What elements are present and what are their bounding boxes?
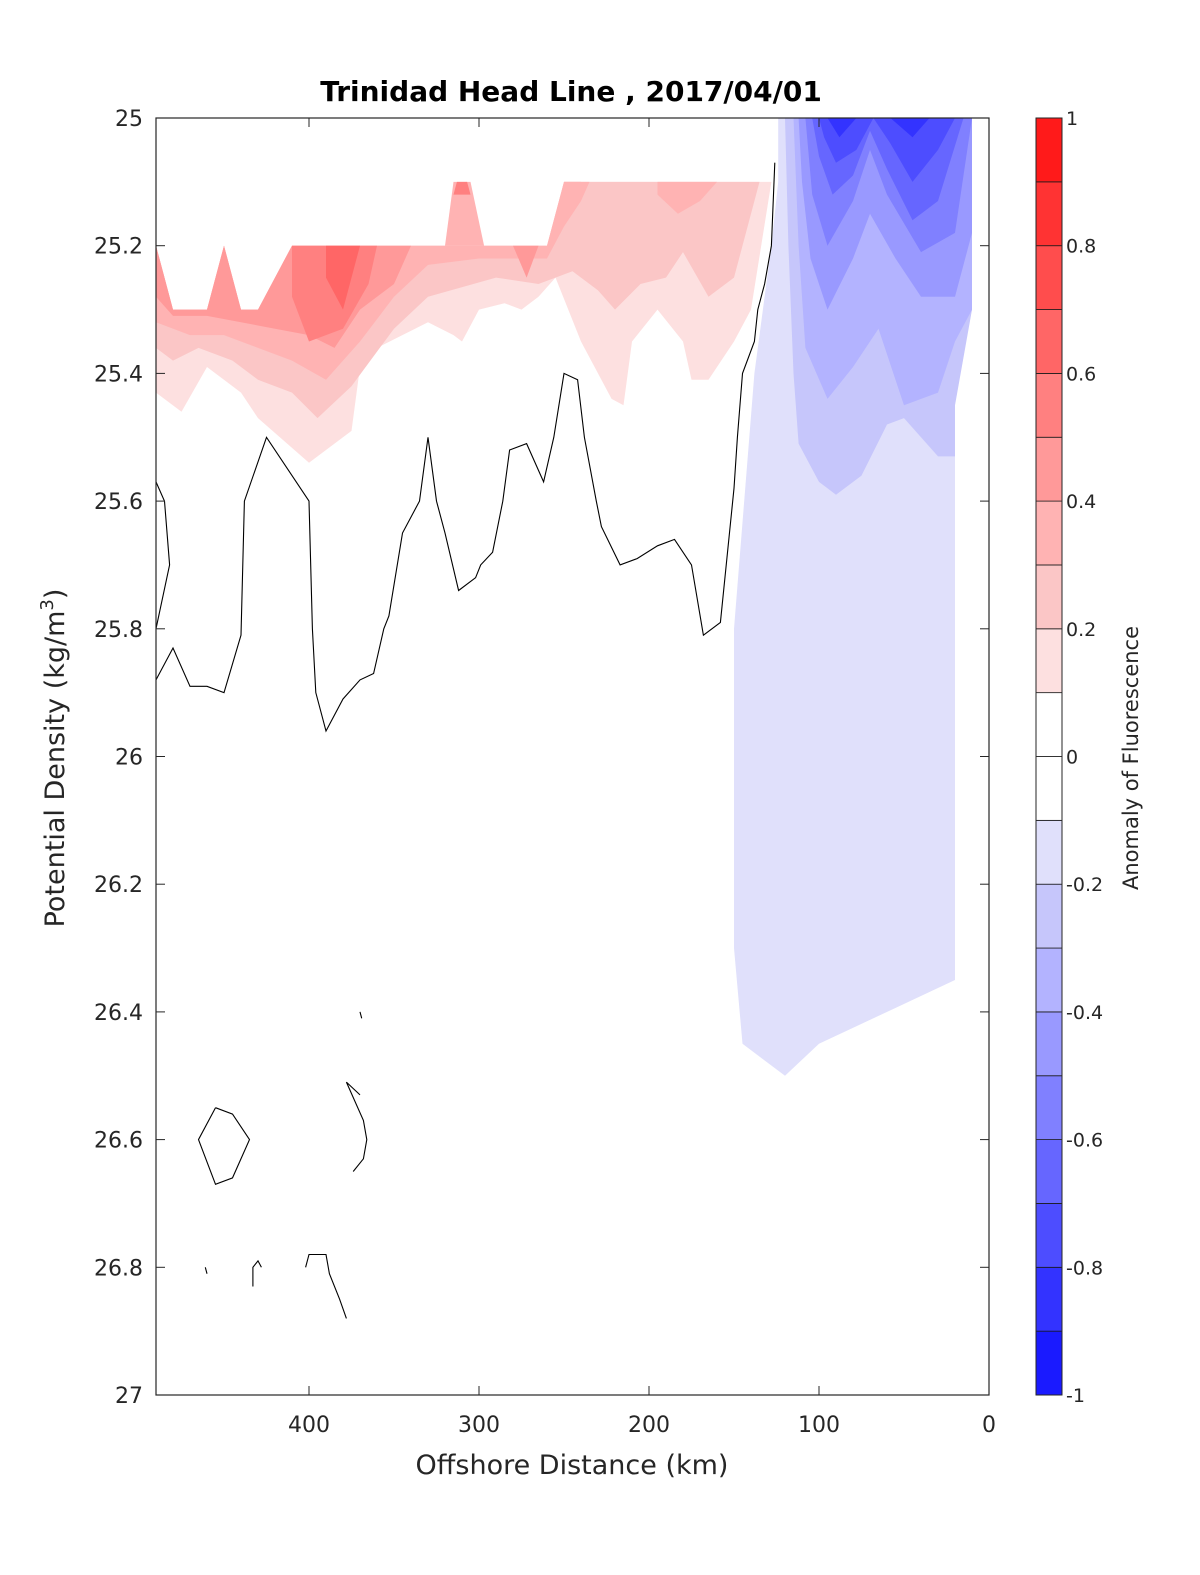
colorbar-band <box>1035 628 1063 694</box>
colorbar-title: Anomaly of Fluorescence <box>1119 626 1143 890</box>
y-tick-label: 25.4 <box>94 362 143 387</box>
y-tick-label: 26.8 <box>94 1256 143 1281</box>
colorbar-tick-label: 0.8 <box>1066 236 1096 258</box>
colorbar-tick-label: -0.4 <box>1066 1002 1103 1024</box>
colorbar-tick-label: -0.8 <box>1066 1257 1103 1279</box>
y-axis-title-tail: ) <box>40 589 71 600</box>
colorbar-band <box>1035 1266 1063 1332</box>
colorbar-band <box>1035 756 1063 821</box>
contour-band-region <box>827 118 857 138</box>
contour-band-region <box>445 181 485 246</box>
x-tick-label: 300 <box>458 1413 500 1438</box>
colorbar-tick-label: 1 <box>1066 108 1078 130</box>
zero-contour-line <box>359 1011 363 1019</box>
x-tick-label: 400 <box>288 1413 330 1438</box>
colorbar-band <box>1035 692 1063 757</box>
colorbar-band <box>1035 181 1063 247</box>
x-axis-title: Offshore Distance (km) <box>416 1450 729 1481</box>
zero-contour-line <box>155 162 776 733</box>
contour-band-region <box>819 118 955 182</box>
colorbar-band <box>1035 819 1063 885</box>
colorbar-tick-label: -1 <box>1066 1385 1085 1407</box>
contour-band-region <box>513 245 539 278</box>
contour-band-region <box>453 181 471 195</box>
chart-title: Trinidad Head Line , 2017/04/01 <box>320 75 822 108</box>
contour-band-region <box>890 118 930 138</box>
colorbar-band <box>1035 1011 1063 1077</box>
colorbar-tick-label: 0 <box>1066 747 1078 769</box>
colorbar-band <box>1035 947 1063 1013</box>
x-tick-label: 100 <box>798 1413 840 1438</box>
colorbar-band <box>1035 1139 1063 1204</box>
colorbar-tick-label: -0.6 <box>1066 1130 1103 1152</box>
filled-contours <box>156 118 972 1076</box>
zero-contour-line <box>204 1267 208 1274</box>
colorbar: 1 0.8 0.6 0.4 0.2 0 -0.2 -0.4 -0.6 -0.8 -1 <box>1035 108 1103 1407</box>
colorbar-tick-label: 0.4 <box>1066 491 1096 513</box>
colorbar-band <box>1035 309 1063 374</box>
colorbar-band <box>1035 436 1063 502</box>
y-tick-label: 27 <box>115 1384 143 1409</box>
y-tick-label: 26.6 <box>94 1129 143 1154</box>
zero-contour-line <box>155 481 171 629</box>
colorbar-band <box>1035 1203 1063 1268</box>
colorbar-frame <box>1035 117 1063 1396</box>
colorbar-band <box>1035 1330 1063 1396</box>
contour-band-region <box>657 181 717 214</box>
colorbar-band <box>1035 1075 1063 1140</box>
y-tick-label: 25 <box>115 107 143 132</box>
colorbar-band <box>1035 372 1063 438</box>
contour-band-region <box>326 245 360 310</box>
y-tick-label: 26.2 <box>94 873 143 898</box>
colorbar-band <box>1035 500 1063 566</box>
zero-contour-line <box>305 1253 347 1319</box>
y-tick-label: 25.6 <box>94 490 143 515</box>
contour-band-region <box>564 181 581 201</box>
colorbar-tick-label: 0.6 <box>1066 363 1096 385</box>
zero-contour-line <box>252 1259 262 1287</box>
x-tick-label: 200 <box>628 1413 670 1438</box>
y-tick-label: 26.4 <box>94 1001 143 1026</box>
colorbar-band <box>1035 883 1063 949</box>
colorbar-tick-label: -0.2 <box>1066 874 1103 896</box>
colorbar-band <box>1035 117 1063 183</box>
zero-contour-line <box>345 1081 368 1172</box>
x-axis: 400 300 200 100 0 <box>288 118 996 1438</box>
colorbar-tick-label: 0.2 <box>1066 619 1096 641</box>
y-axis-title-superscript: 3 <box>37 599 58 610</box>
y-axis: 25 25.2 25.4 25.6 25.8 26 26.2 26.4 26.6 26.8 27 <box>94 107 989 1409</box>
y-tick-label: 26 <box>115 746 143 771</box>
colorbar-band <box>1035 564 1063 630</box>
x-tick-label: 0 <box>982 1413 996 1438</box>
y-tick-label: 25.2 <box>94 235 143 260</box>
colorbar-band <box>1035 245 1063 310</box>
y-axis-title-main: Potential Density (kg/m <box>40 611 71 928</box>
zero-contour-lines <box>155 162 776 1319</box>
y-axis-title: Potential Density (kg/m3) <box>37 589 71 928</box>
zero-contour-line <box>197 1107 251 1186</box>
y-tick-label: 25.8 <box>94 618 143 643</box>
